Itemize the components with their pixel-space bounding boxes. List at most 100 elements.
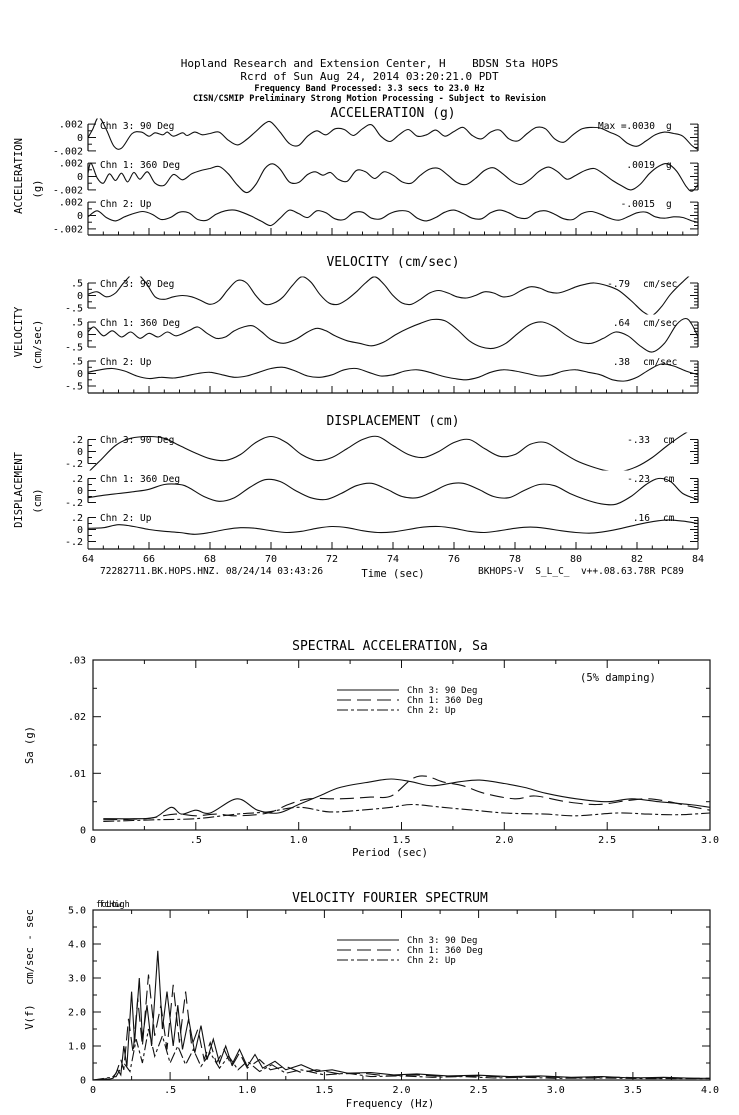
x-tick-label: 3.0 (547, 1085, 565, 1096)
channel-label: Chn 1: 360 Deg (100, 160, 180, 171)
y-tick-label: -.5 (65, 382, 83, 393)
y-tick-label: 0 (80, 1076, 86, 1087)
x-tick-label: 66 (143, 554, 155, 565)
x-tick-label: 0 (90, 835, 96, 846)
legend-label: Chn 3: 90 Deg (407, 936, 477, 946)
max-unit: cm/sec (643, 357, 677, 368)
x-tick-label: 1.5 (315, 1085, 333, 1096)
y-tick-label: .5 (71, 279, 83, 290)
y-tick-label: 0 (77, 525, 83, 536)
time-series-chart: ACCELERATION (g) ACCELERATION (g) VELOCI… (13, 106, 704, 580)
period-axis-label: Period (sec) (352, 847, 428, 859)
sa-y-axis-label: Sa (g) (24, 726, 36, 764)
y-tick-label: -.2 (65, 537, 83, 548)
acceleration-side-label: ACCELERATION (13, 138, 25, 214)
x-tick-label: 84 (692, 554, 704, 565)
legend-label: Chn 2: Up (407, 956, 456, 966)
max-unit: cm (663, 513, 675, 524)
x-tick-label: 78 (509, 554, 521, 565)
x-tick-label: 70 (265, 554, 277, 565)
header-station-line: Hopland Research and Extension Center, H… (180, 57, 559, 70)
velocity-title: VELOCITY (cm/sec) (326, 255, 459, 270)
y-tick-label: 1.0 (68, 1042, 86, 1053)
acceleration-panel: .002 0 -.002 Chn 3: 90 Deg Max = .0030 g .002 0 -… (53, 118, 699, 236)
spectral-acceleration-chart: SPECTRAL ACCELERATION, Sa Sa (g) Period … (24, 639, 719, 859)
legend-label: Chn 2: Up (407, 706, 456, 716)
trace-chn-2-up (88, 209, 698, 227)
y-tick-label: -.002 (53, 185, 83, 196)
y-tick-label: 3.0 (68, 974, 86, 985)
trace-chn-1-360-deg (88, 162, 698, 194)
max-value: -.0015 (621, 199, 655, 210)
sa-plot-area: 0 .5 1.0 1.5 2.0 2.5 3.0 0 .01 .02 .03 Chn 3: 90 De… (68, 656, 719, 847)
max-unit: cm/sec (643, 318, 677, 329)
x-tick-label: 3.5 (624, 1085, 642, 1096)
max-value: .64 (613, 318, 630, 329)
max-value: .16 (633, 513, 650, 524)
series-chn-1-360-deg (93, 974, 710, 1080)
x-tick-label: 64 (82, 554, 94, 565)
y-tick-label: .03 (68, 656, 86, 667)
x-tick-label: 1.5 (392, 835, 410, 846)
max-unit: g (666, 160, 672, 171)
y-tick-label: 0 (77, 291, 83, 302)
max-unit: cm (663, 474, 675, 485)
legend-label: Chn 1: 360 Deg (407, 946, 483, 956)
trace-chn-1-360-deg (88, 477, 698, 506)
x-tick-label: 2.5 (598, 835, 616, 846)
x-tick-label: 82 (631, 554, 643, 565)
channel-label: Chn 2: Up (100, 199, 152, 210)
legend-label: Chn 3: 90 Deg (407, 686, 477, 696)
trace-chn-3-90-deg (89, 432, 688, 471)
trace-chn-1-360-deg (88, 317, 698, 353)
header-disclaimer: CISN/CSMIP Preliminary Strong Motion Pro… (192, 94, 547, 104)
y-tick-label: .5 (71, 318, 83, 329)
displacement-side-unit: (cm) (32, 488, 44, 513)
x-tick-label: 2.0 (392, 1085, 410, 1096)
y-tick-label: .2 (71, 474, 83, 485)
channel-label: Chn 2: Up (100, 357, 152, 368)
channel-label: Chn 3: 90 Deg (100, 121, 174, 132)
x-tick-label: 80 (570, 554, 582, 565)
channel-label: Chn 3: 90 Deg (100, 435, 174, 446)
fc-low-marker: fcLow (96, 900, 122, 910)
trace-chn-2-up (88, 363, 698, 382)
y-tick-label: 0 (77, 330, 83, 341)
series-chn-2-up (93, 1028, 710, 1080)
fc-high-marker: fcHigh (99, 900, 130, 910)
y-tick-label: 0 (80, 826, 86, 837)
sa-title: SPECTRAL ACCELERATION, Sa (292, 639, 488, 654)
series-chn-3-90-deg (103, 778, 710, 820)
y-tick-label: -.5 (65, 343, 83, 354)
max-unit: g (666, 199, 672, 210)
max-value: -.33 (627, 435, 650, 446)
displacement-title: DISPLACEMENT (cm) (326, 414, 459, 429)
acceleration-side-unit: (g) (32, 180, 44, 199)
x-tick-label: 3.0 (701, 835, 719, 846)
y-tick-label: .02 (68, 712, 86, 723)
channel-label: Chn 1: 360 Deg (100, 474, 180, 485)
x-tick-label: 2.5 (470, 1085, 488, 1096)
y-tick-label: 0 (77, 447, 83, 458)
max-value: .38 (613, 357, 630, 368)
damping-note: (5% damping) (580, 672, 656, 684)
x-tick-label: .5 (190, 835, 202, 846)
series-chn-3-90-deg (93, 950, 710, 1080)
x-tick-label: 2.0 (495, 835, 513, 846)
y-tick-label: .5 (71, 357, 83, 368)
max-unit: g (666, 121, 672, 132)
y-tick-label: -.002 (53, 224, 83, 235)
header-frequency-band: Frequency Band Processed: 3.3 secs to 23… (254, 84, 485, 94)
y-tick-label: 2.0 (68, 1008, 86, 1019)
velocity-side-unit: (cm/sec) (32, 320, 44, 371)
y-tick-label: 0 (77, 172, 83, 183)
x-tick-label: 1.0 (290, 835, 308, 846)
y-tick-label: 5.0 (68, 906, 86, 917)
x-tick-label: 76 (448, 554, 460, 565)
header-record-time: Rcrd of Sun Aug 24, 2014 03:20:21.0 PDT (240, 70, 499, 83)
acceleration-title: ACCELERATION (g) (330, 106, 455, 121)
x-tick-label: .5 (164, 1085, 176, 1096)
